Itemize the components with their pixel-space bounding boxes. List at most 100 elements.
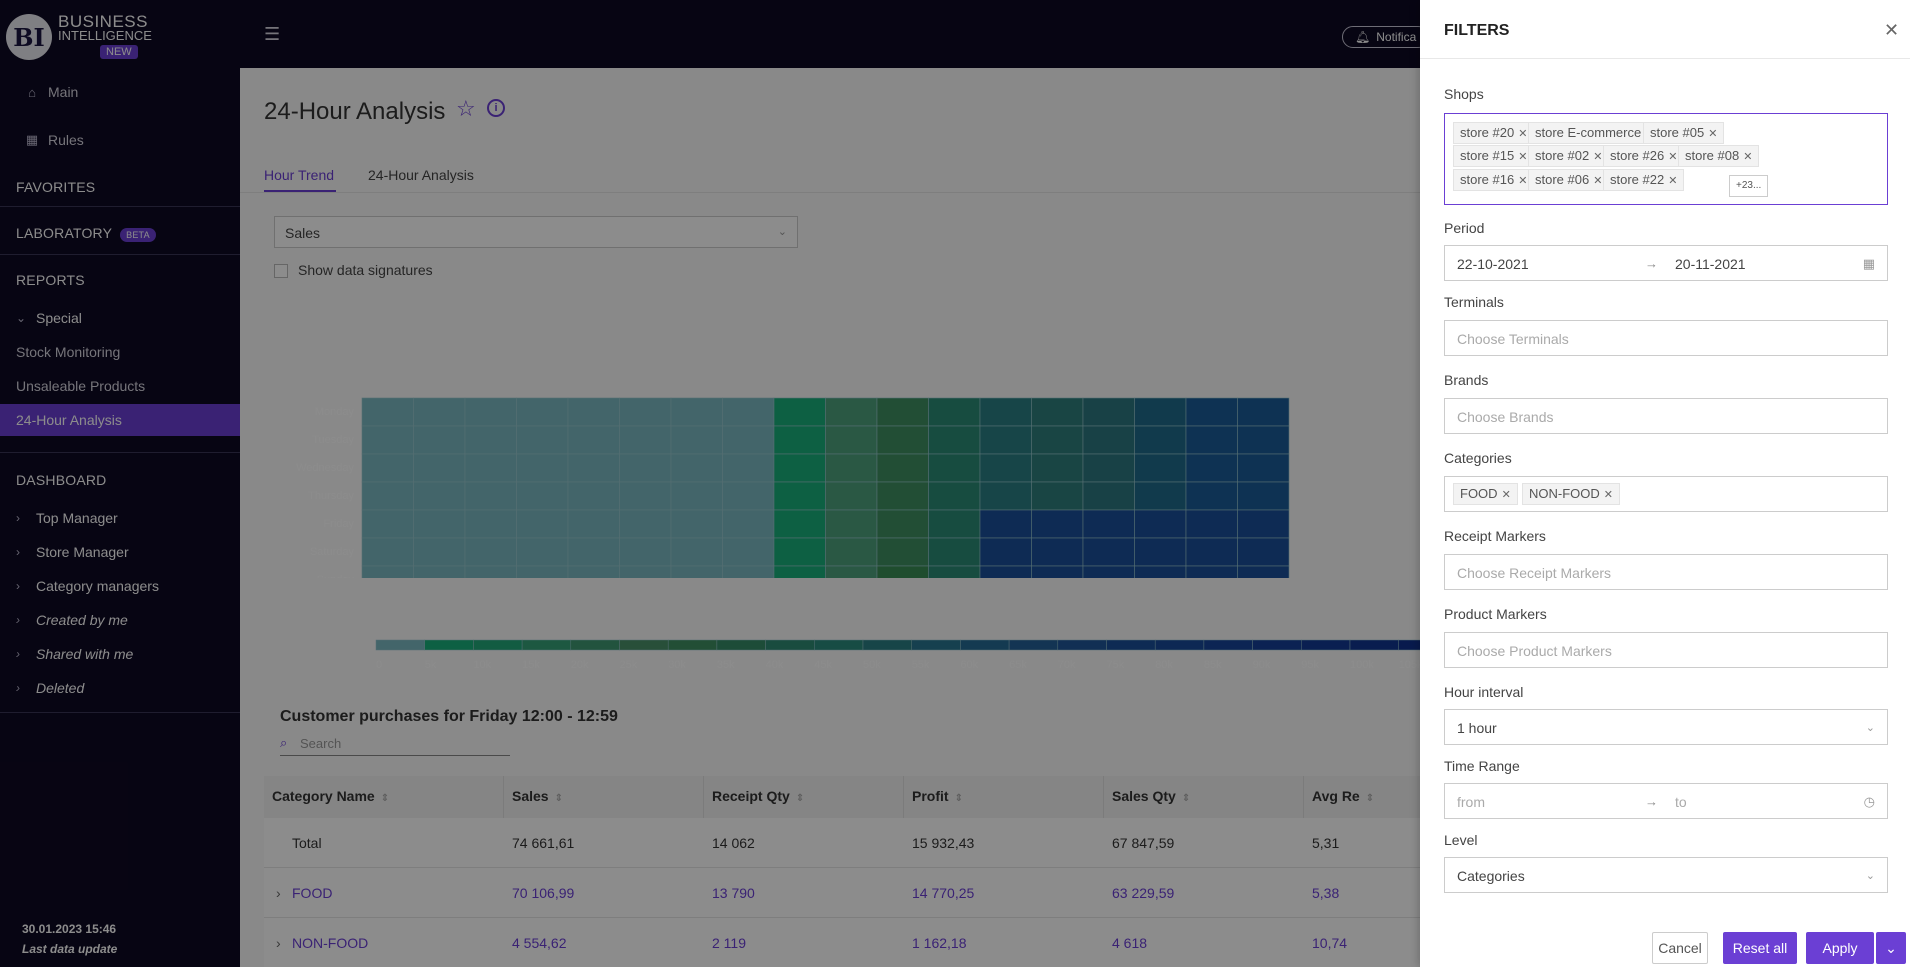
tab-hour-trend[interactable]: Hour Trend [264,167,335,183]
show-signatures-checkbox[interactable] [274,264,288,278]
heatmap-cell[interactable] [1185,481,1238,511]
heatmap-cell[interactable] [567,537,620,567]
heatmap-cell[interactable] [361,397,414,427]
heatmap-cell[interactable] [1237,481,1290,511]
heatmap-cell[interactable] [1237,565,1290,578]
sort-icon[interactable]: ⇕ [954,793,963,804]
heatmap-cell[interactable] [413,509,466,539]
heatmap-cell[interactable] [567,509,620,539]
heatmap-cell[interactable] [516,537,569,567]
app-logo[interactable]: BI BUSINESS INTELLIGENCE NEW [6,13,152,60]
heatmap-cell[interactable] [1082,425,1135,455]
heatmap-cell[interactable] [413,481,466,511]
search-input[interactable]: ⌕ Search [280,732,510,756]
heatmap-cell[interactable] [567,481,620,511]
dashboard-heading[interactable]: DASHBOARD [16,472,107,488]
notifications-button[interactable]: 🔔︎ Notifica [1342,26,1430,48]
remove-icon[interactable]: ✕ [1518,175,1528,187]
favorites-heading[interactable]: FAVORITES [16,179,96,195]
remove-icon[interactable]: ✕ [1518,151,1528,163]
heatmap-cell[interactable] [619,537,672,567]
remove-icon[interactable]: ✕ [1593,151,1603,163]
heatmap-cell[interactable] [1185,565,1238,578]
table-cell[interactable]: 4 618 [1104,918,1304,967]
heatmap-cell[interactable] [825,425,878,455]
table-cell[interactable]: 1 162,18 [904,918,1104,967]
sort-icon[interactable]: ⇕ [1365,793,1375,804]
laboratory-heading[interactable]: LABORATORY BETA [16,225,156,242]
heatmap-cell[interactable] [773,565,826,578]
period-range-picker[interactable]: 22-10-2021 → 20-11-2021 ▦ [1444,245,1888,281]
column-header[interactable]: Receipt Qty ⇕ [704,776,904,818]
heatmap-cell[interactable] [722,565,775,578]
category-chip[interactable]: NON-FOOD ✕ [1522,483,1620,505]
remove-icon[interactable]: ✕ [1668,175,1678,187]
remove-icon[interactable]: ✕ [1593,175,1603,187]
sidebar-group-shared-with-me[interactable]: › Shared with me [16,646,256,662]
heatmap-cell[interactable] [825,453,878,483]
heatmap-cell[interactable] [1237,537,1290,567]
heatmap-cell[interactable] [361,481,414,511]
remove-icon[interactable]: ✕ [1603,489,1613,501]
close-icon[interactable]: ✕ [1884,20,1900,40]
heatmap-cell[interactable] [1082,481,1135,511]
heatmap-cell[interactable] [825,509,878,539]
heatmap-cell[interactable] [928,509,981,539]
heatmap-cell[interactable] [928,537,981,567]
heatmap-cell[interactable] [516,565,569,578]
shop-chip[interactable]: store E-commerce✕ [1528,122,1662,144]
heatmap-cell[interactable] [773,481,826,511]
shop-chip[interactable]: store #15 ✕ [1453,145,1535,167]
category-chip[interactable]: FOOD ✕ [1453,483,1518,505]
apply-button[interactable]: Apply [1806,932,1874,964]
heatmap-cell[interactable] [722,509,775,539]
heatmap-cell[interactable] [1031,565,1084,578]
heatmap-cell[interactable] [773,537,826,567]
column-header[interactable]: Profit ⇕ [904,776,1104,818]
heatmap-cell[interactable] [1031,509,1084,539]
info-icon[interactable]: i [487,99,505,117]
tab-24-hour-analysis[interactable]: 24-Hour Analysis [368,167,474,183]
heatmap-cell[interactable] [825,565,878,578]
heatmap-cell[interactable] [979,481,1032,511]
heatmap-cell[interactable] [928,425,981,455]
heatmap-cell[interactable] [464,481,517,511]
receipt-markers-select[interactable]: Choose Receipt Markers [1444,554,1888,590]
table-cell[interactable]: 13 790 [704,868,904,918]
heatmap-cell[interactable] [619,565,672,578]
heatmap-cell[interactable] [670,565,723,578]
sidebar-group-top-manager[interactable]: › Top Manager [16,510,256,526]
heatmap-cell[interactable] [722,453,775,483]
sort-icon[interactable]: ⇕ [1181,793,1191,804]
table-cell[interactable]: 63 229,59 [1104,868,1304,918]
heatmap-cell[interactable] [876,565,929,578]
expand-row-icon[interactable]: › [276,885,281,901]
column-header[interactable]: Category Name ⇕ [264,776,504,818]
sidebar-item-unsaleable-products[interactable]: Unsaleable Products [16,378,256,394]
cancel-button[interactable]: Cancel [1652,932,1708,964]
menu-toggle-icon[interactable]: ☰ [264,24,281,44]
shop-chip[interactable]: store #26 ✕ [1603,145,1685,167]
remove-icon[interactable]: ✕ [1518,128,1528,140]
heatmap-cell[interactable] [413,453,466,483]
heatmap-cell[interactable] [670,453,723,483]
sidebar-item-main[interactable]: ⌂ Main [24,84,264,100]
heatmap-cell[interactable] [1082,453,1135,483]
sidebar-item-rules[interactable]: ▦ Rules [24,132,264,148]
time-range-picker[interactable]: from → to ◷ [1444,783,1888,819]
table-cell[interactable]: › FOOD [264,868,504,918]
heatmap-cell[interactable] [876,509,929,539]
table-cell[interactable]: › NON-FOOD [264,918,504,967]
heatmap-cell[interactable] [1031,397,1084,427]
hour-interval-select[interactable]: 1 hour ⌄ [1444,709,1888,745]
heatmap-cell[interactable] [413,425,466,455]
remove-icon[interactable]: ✕ [1501,489,1511,501]
heatmap-cell[interactable] [876,481,929,511]
heatmap-cell[interactable] [1237,397,1290,427]
heatmap-cell[interactable] [361,509,414,539]
shop-chip[interactable]: store #06 ✕ [1528,169,1610,191]
brands-select[interactable]: Choose Brands [1444,398,1888,434]
expand-row-icon[interactable]: › [276,935,281,951]
heatmap-cell[interactable] [1082,509,1135,539]
heatmap-cell[interactable] [361,565,414,578]
